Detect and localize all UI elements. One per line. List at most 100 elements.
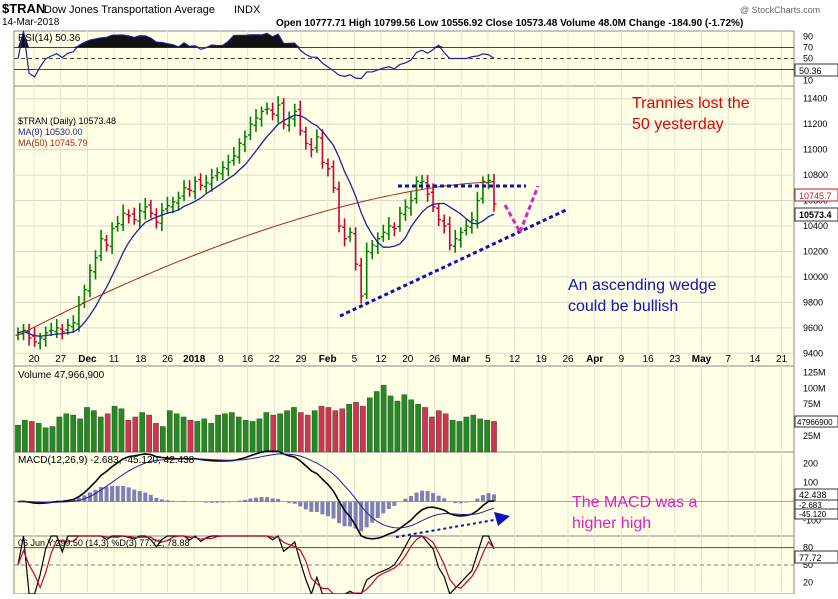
macd-histogram-bar xyxy=(260,497,264,502)
date-xtick: 19 xyxy=(536,354,548,365)
volume-bar xyxy=(312,411,317,452)
rsi-label: RSI(14) 50.36 xyxy=(18,33,81,44)
macd-histogram-bar xyxy=(248,499,252,502)
volume-bar xyxy=(478,419,483,452)
macd-histogram-bar xyxy=(93,490,97,502)
volume-bar xyxy=(250,421,255,452)
volume-ytick: 75M xyxy=(803,399,821,409)
volume-bar xyxy=(140,413,145,452)
date-xtick: 5 xyxy=(352,354,358,365)
volume-bar xyxy=(15,425,20,452)
macd-histogram-bar xyxy=(486,493,490,502)
rsi-ytick: 50 xyxy=(803,54,813,64)
macd-histogram-bar xyxy=(243,500,247,502)
annotation-wedge-line1: An ascending wedge xyxy=(568,277,717,294)
macd-histogram-bar xyxy=(293,502,297,504)
macd-badge-3: -45.120 xyxy=(799,510,827,519)
volume-bar xyxy=(91,411,96,452)
date-xtick: Apr xyxy=(586,354,603,365)
macd-histogram-bar xyxy=(226,502,230,503)
macd-histogram-bar xyxy=(132,490,136,502)
macd-histogram-bar xyxy=(370,502,374,523)
rsi-ytick: 10 xyxy=(803,76,813,86)
volume-bar xyxy=(126,420,131,452)
macd-histogram-bar xyxy=(165,500,169,501)
macd-histogram-bar xyxy=(326,502,330,516)
volume-bar xyxy=(264,413,269,452)
macd-histogram-bar xyxy=(221,502,225,503)
date-xtick: 23 xyxy=(669,354,681,365)
macd-histogram-bar xyxy=(116,486,120,502)
macd-histogram-bar xyxy=(304,502,308,510)
volume-bar xyxy=(402,395,407,452)
volume-bar xyxy=(98,417,103,452)
macd-histogram-bar xyxy=(331,502,335,519)
price-ytick: 9400 xyxy=(803,348,823,358)
macd-histogram-bar xyxy=(343,502,347,527)
date-xtick: 7 xyxy=(725,354,731,365)
price-ytick: 9600 xyxy=(803,323,823,333)
volume-ytick: 25M xyxy=(803,431,821,441)
date-xtick: 26 xyxy=(562,354,574,365)
volume-ytick: 100M xyxy=(803,383,826,393)
legend-ma9: MA(9) 10530.00 xyxy=(18,127,83,137)
volume-bar xyxy=(133,417,138,452)
volume-bar xyxy=(215,415,220,452)
volume-label: Volume 47,966,900 xyxy=(18,370,105,381)
volume-bar xyxy=(291,407,296,452)
volume-bar xyxy=(333,411,338,452)
annotation-lost50-line1: Trannies lost the xyxy=(632,95,750,112)
stoch-ytick: 20 xyxy=(803,577,813,587)
macd-histogram-bar xyxy=(171,501,175,502)
macd-histogram-bar xyxy=(254,498,258,502)
volume-bar xyxy=(222,414,227,452)
volume-bar xyxy=(374,391,379,452)
annotation-wedge-line2: could be bullish xyxy=(568,298,678,315)
volume-bar xyxy=(36,423,41,452)
macd-histogram-bar xyxy=(210,502,214,503)
macd-histogram-bar xyxy=(431,493,435,502)
macd-histogram-bar xyxy=(392,502,396,506)
date-xtick: 16 xyxy=(643,354,655,365)
volume-bar xyxy=(347,404,352,452)
volume-bar xyxy=(119,409,124,452)
macd-histogram-bar xyxy=(160,499,164,501)
macd-histogram-bar xyxy=(309,502,313,512)
volume-bar xyxy=(305,415,310,452)
volume-bar xyxy=(436,411,441,452)
macd-histogram-bar xyxy=(420,491,424,502)
date-xtick: Feb xyxy=(319,354,337,365)
volume-bar xyxy=(429,417,434,452)
date-xtick: 16 xyxy=(242,354,254,365)
macd-histogram-bar xyxy=(154,498,158,502)
macd-histogram-bar xyxy=(320,502,324,515)
volume-bar xyxy=(353,402,358,452)
price-ytick: 9800 xyxy=(803,297,823,307)
macd-histogram-bar xyxy=(110,486,114,502)
volume-bar xyxy=(464,417,469,452)
volume-bar xyxy=(112,406,117,452)
volume-bar xyxy=(146,415,151,452)
macd-histogram-bar xyxy=(381,502,385,514)
date-xtick: 27 xyxy=(55,354,67,365)
date-xtick: 26 xyxy=(162,354,174,365)
macd-histogram-bar xyxy=(426,491,430,502)
volume-bar xyxy=(271,415,276,452)
date-xtick: 26 xyxy=(429,354,441,365)
volume-bar xyxy=(153,423,158,452)
macd-ytick: 200 xyxy=(803,458,818,468)
macd-histogram-bar xyxy=(453,502,457,504)
date-xtick: 12 xyxy=(376,354,388,365)
volume-bar xyxy=(160,427,165,452)
exchange: INDX xyxy=(234,4,261,16)
legend-ma50: MA(50) 10745.79 xyxy=(18,138,88,148)
macd-histogram-bar xyxy=(138,491,142,502)
volume-bar xyxy=(340,409,345,452)
volume-bar xyxy=(50,427,55,452)
volume-bar xyxy=(188,420,193,452)
volume-bar xyxy=(381,385,386,452)
date-xtick: 14 xyxy=(749,354,761,365)
macd-histogram-bar xyxy=(415,493,419,502)
volume-bar xyxy=(360,406,365,452)
